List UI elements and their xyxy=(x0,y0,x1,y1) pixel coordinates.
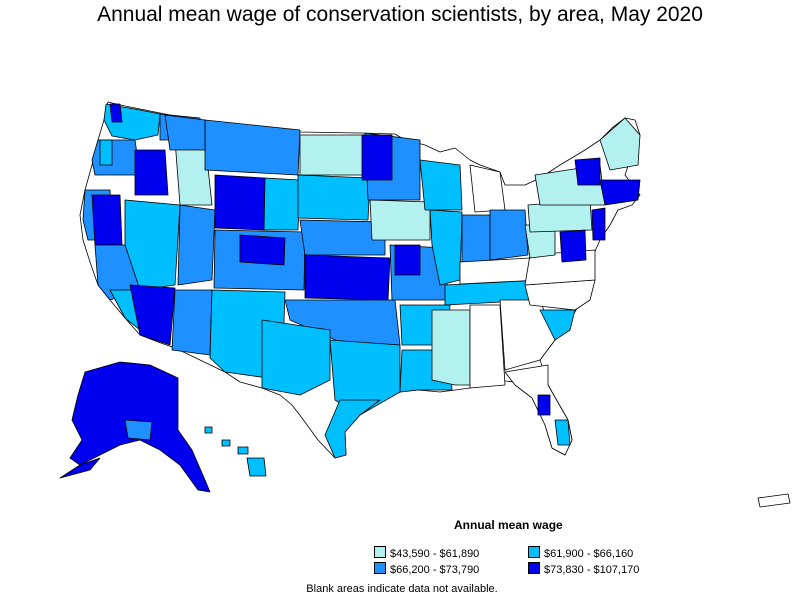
map-title: Annual mean wage of conservation scienti… xyxy=(97,3,703,26)
region-south-dakota xyxy=(297,174,371,221)
region-florida-tampa xyxy=(537,394,551,416)
region-new-york-east xyxy=(574,157,601,186)
region-indiana xyxy=(461,214,491,269)
legend: Annual mean wage $43,590 - $61,890 $61,9… xyxy=(370,518,670,578)
legend-item-3: $66,200 - $73,790 xyxy=(374,562,479,577)
region-montana-1 xyxy=(204,119,301,176)
legend-label-2: $61,900 - $66,160 xyxy=(544,548,634,560)
legend-title: Annual mean wage xyxy=(454,518,563,532)
region-alabama xyxy=(469,304,506,389)
region-alaska-south xyxy=(124,419,153,441)
region-new-england-north xyxy=(599,117,641,171)
legend-item-2: $61,900 - $66,160 xyxy=(528,546,633,561)
region-montana-2 xyxy=(164,114,206,151)
region-arizona-south xyxy=(171,289,213,356)
region-california-bay xyxy=(91,194,123,246)
region-alaska-peninsula xyxy=(59,457,101,479)
region-missouri-kc xyxy=(394,244,421,276)
region-iowa xyxy=(369,199,431,241)
region-south-carolina xyxy=(539,309,576,341)
region-pacific-nw-2 xyxy=(109,103,123,123)
region-michigan xyxy=(469,164,506,213)
region-utah xyxy=(177,204,216,286)
region-illinois xyxy=(429,209,463,286)
region-new-england-south xyxy=(599,179,641,206)
region-texas-coast xyxy=(324,399,381,459)
legend-label-1: $43,590 - $61,890 xyxy=(390,548,480,560)
footnote: Blank areas indicate data not available. xyxy=(306,583,498,595)
region-new-jersey xyxy=(591,207,606,241)
region-ohio xyxy=(489,209,529,261)
region-florida-east xyxy=(554,419,571,446)
legend-label-4: $73,830 - $107,170 xyxy=(544,564,640,576)
region-hawaii-4 xyxy=(246,457,267,477)
region-texas-central xyxy=(329,339,401,416)
region-minnesota-metro xyxy=(361,134,393,181)
region-hawaii-1 xyxy=(204,426,213,434)
region-maryland-dc xyxy=(559,229,587,263)
region-nebraska xyxy=(299,219,386,256)
legend-swatch-1 xyxy=(374,546,386,558)
region-mississippi xyxy=(431,309,471,386)
region-puerto-rico xyxy=(757,493,791,508)
region-texas-west xyxy=(261,319,331,396)
region-wisconsin xyxy=(419,159,463,211)
region-oregon-1 xyxy=(91,139,141,176)
region-hawaii-2 xyxy=(221,439,231,447)
region-oregon-2 xyxy=(134,149,169,196)
legend-swatch-4 xyxy=(528,562,540,574)
legend-label-3: $66,200 - $73,790 xyxy=(390,564,480,576)
legend-item-1: $43,590 - $61,890 xyxy=(374,546,479,561)
region-hawaii-3 xyxy=(237,446,249,455)
legend-swatch-2 xyxy=(528,546,540,558)
region-wyoming xyxy=(214,174,266,231)
legend-swatch-3 xyxy=(374,562,386,574)
region-north-dakota xyxy=(299,134,371,176)
region-kansas xyxy=(304,254,391,301)
region-wyoming-east xyxy=(263,177,301,231)
legend-item-4: $73,830 - $107,170 xyxy=(528,562,639,577)
region-arizona xyxy=(129,284,176,346)
region-colorado-metro xyxy=(239,234,286,266)
region-oregon-3 xyxy=(99,139,113,166)
